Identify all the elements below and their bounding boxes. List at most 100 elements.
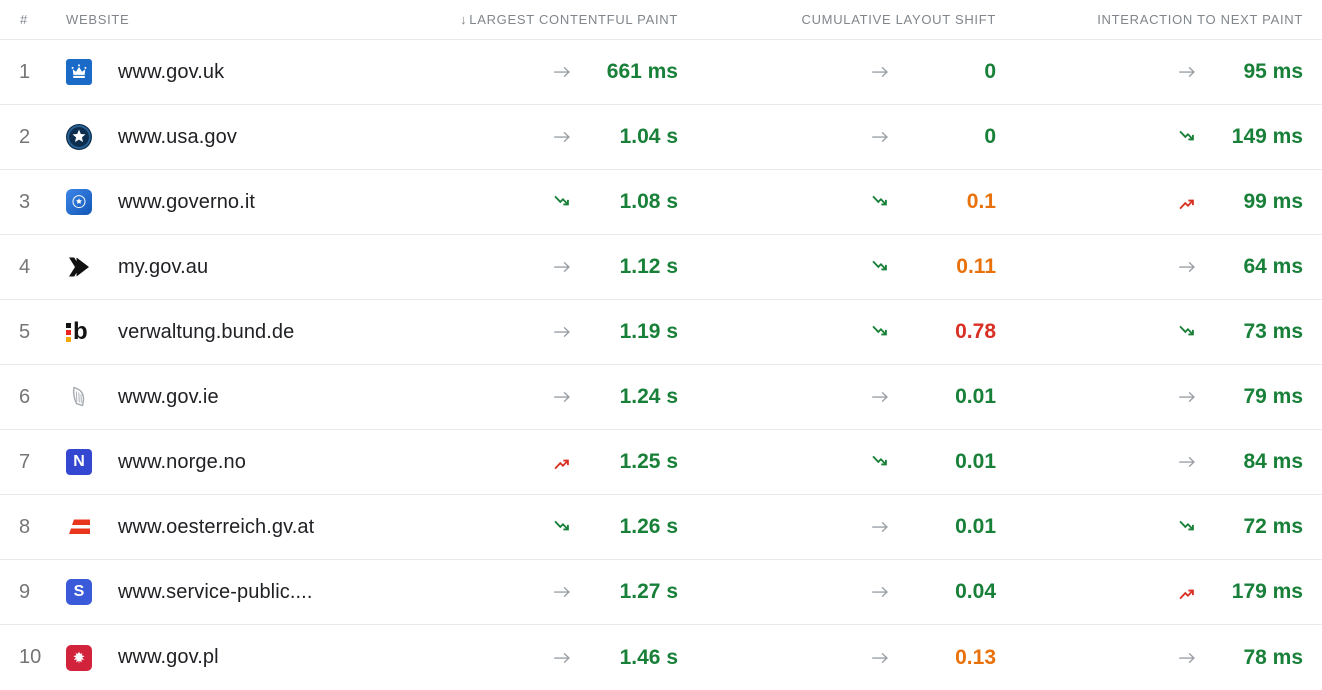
cls-value: 0.11 — [956, 255, 996, 278]
column-header-cls[interactable]: CUMULATIVE LAYOUT SHIFT — [801, 12, 996, 27]
table-row[interactable]: 6 www.gov.ie 1.24 s 0.01 79 ms — [0, 365, 1322, 430]
trend-down-icon — [554, 520, 569, 530]
trend-down-icon — [554, 195, 569, 205]
inp-value: 149 ms — [1231, 125, 1303, 148]
crown-icon — [71, 64, 87, 78]
cls-trend — [869, 581, 891, 603]
cls-value: 0.01 — [955, 515, 996, 538]
lcp-value: 1.12 s — [619, 255, 678, 278]
table-row[interactable]: 4 my.gov.au 1.12 s 0.11 64 ms — [0, 235, 1322, 300]
lcp-trend — [552, 452, 573, 473]
cls-cell: 0.01 — [690, 515, 1008, 539]
sort-descending-icon: ↓ — [460, 12, 468, 27]
favicon-my-gov-au — [66, 254, 118, 280]
mygov-logo-icon — [69, 257, 89, 277]
lcp-value: 1.27 s — [619, 580, 678, 603]
trend-flat-icon — [554, 391, 570, 403]
austria-flag-icon — [69, 519, 90, 534]
table-row[interactable]: 10 www.gov.pl 1.46 s 0.13 78 ms — [0, 625, 1322, 690]
table-row[interactable]: 8 www.oesterreich.gv.at 1.26 s 0.01 72 m… — [0, 495, 1322, 560]
lcp-value: 1.08 s — [619, 190, 678, 213]
inp-cell: 64 ms — [1008, 255, 1322, 279]
table-row[interactable]: 9 S www.service-public.... 1.27 s 0.04 1… — [0, 560, 1322, 625]
website-name: www.gov.pl — [118, 646, 219, 668]
favicon-gov-pl — [66, 644, 118, 671]
trend-flat-icon — [872, 652, 888, 663]
cls-cell: 0.1 — [690, 190, 1008, 214]
trend-down-icon — [1179, 130, 1194, 140]
website-name: www.gov.uk — [118, 60, 225, 83]
lcp-trend — [551, 321, 573, 343]
inp-cell: 95 ms — [1008, 60, 1322, 84]
table-row[interactable]: 2 www.usa.gov 1.04 s 0 149 ms — [0, 105, 1322, 170]
table-row[interactable]: 5 b verwaltung.bund.de 1.19 s 0.78 73 ms — [0, 300, 1322, 365]
inp-value: 179 ms — [1231, 580, 1303, 603]
inp-value: 72 ms — [1243, 515, 1303, 538]
trend-flat-icon — [554, 586, 570, 598]
cls-value: 0.04 — [955, 580, 996, 603]
row-rank: 4 — [19, 255, 31, 278]
lcp-value: 1.25 s — [619, 450, 678, 473]
lcp-trend — [551, 386, 573, 408]
row-rank: 1 — [19, 60, 31, 83]
cls-cell: 0.01 — [690, 385, 1008, 409]
cls-cell: 0.01 — [690, 450, 1008, 474]
favicon-bund-de: b — [66, 319, 118, 345]
column-header-rank[interactable]: # — [20, 12, 28, 27]
website-name: www.governo.it — [118, 190, 256, 213]
cls-value: 0 — [984, 125, 996, 148]
cls-trend — [869, 126, 891, 148]
lcp-cell: 1.08 s — [420, 190, 690, 214]
table-row[interactable]: 3 www.governo.it 1.08 s 0.1 99 ms — [0, 170, 1322, 235]
trend-flat-icon — [872, 391, 888, 403]
inp-cell: 84 ms — [1008, 450, 1322, 474]
lcp-cell: 1.27 s — [420, 580, 690, 604]
trend-flat-icon — [1179, 66, 1195, 78]
table-body: 1 www.gov.uk 661 ms 0 95 ms 2 www.usa.go… — [0, 40, 1322, 690]
trend-flat-icon — [554, 261, 570, 273]
lcp-cell: 1.12 s — [420, 255, 690, 279]
cls-value: 0.1 — [966, 190, 996, 213]
favicon-norge-no: N — [66, 449, 118, 475]
cls-value: 0.01 — [955, 450, 996, 473]
favicon-usa-gov — [66, 124, 118, 150]
favicon-oesterreich — [66, 514, 118, 540]
inp-value: 95 ms — [1243, 60, 1303, 83]
column-header-website[interactable]: WEBSITE — [66, 12, 130, 27]
cls-cell: 0.04 — [690, 580, 1008, 604]
inp-trend — [1177, 127, 1198, 148]
trend-flat-icon — [1179, 391, 1195, 403]
trend-up-icon — [554, 459, 569, 469]
table-row[interactable]: 1 www.gov.uk 661 ms 0 95 ms — [0, 40, 1322, 105]
inp-cell: 79 ms — [1008, 385, 1322, 409]
column-header-inp[interactable]: INTERACTION TO NEXT PAINT — [1097, 12, 1303, 27]
lcp-trend — [551, 256, 573, 278]
inp-cell: 78 ms — [1008, 646, 1322, 670]
lcp-value: 1.26 s — [619, 515, 678, 538]
table-row[interactable]: 7 N www.norge.no 1.25 s 0.01 84 ms — [0, 430, 1322, 495]
website-name: www.usa.gov — [118, 125, 237, 148]
row-rank: 2 — [19, 125, 31, 148]
inp-trend — [1176, 647, 1198, 669]
lcp-cell: 1.19 s — [420, 320, 690, 344]
inp-trend — [1176, 451, 1198, 473]
trend-up-icon — [1179, 199, 1194, 209]
inp-trend — [1176, 61, 1198, 83]
inp-trend — [1177, 582, 1198, 603]
lcp-trend — [551, 61, 573, 83]
german-flag-dots-icon — [66, 322, 71, 342]
trend-flat-icon — [554, 131, 570, 143]
column-header-lcp[interactable]: ↓ LARGEST CONTENTFUL PAINT — [460, 12, 678, 27]
cls-cell: 0.11 — [690, 255, 1008, 279]
table-header: # WEBSITE ↓ LARGEST CONTENTFUL PAINT CUMU… — [0, 0, 1322, 40]
inp-trend — [1177, 322, 1198, 343]
row-rank: 5 — [19, 320, 31, 343]
trend-flat-icon — [872, 586, 888, 598]
inp-trend — [1177, 192, 1198, 213]
website-name: www.service-public.... — [118, 580, 313, 603]
inp-trend — [1177, 517, 1198, 538]
norge-letter: N — [73, 453, 85, 470]
lcp-trend — [552, 517, 573, 538]
trend-down-icon — [872, 455, 887, 465]
